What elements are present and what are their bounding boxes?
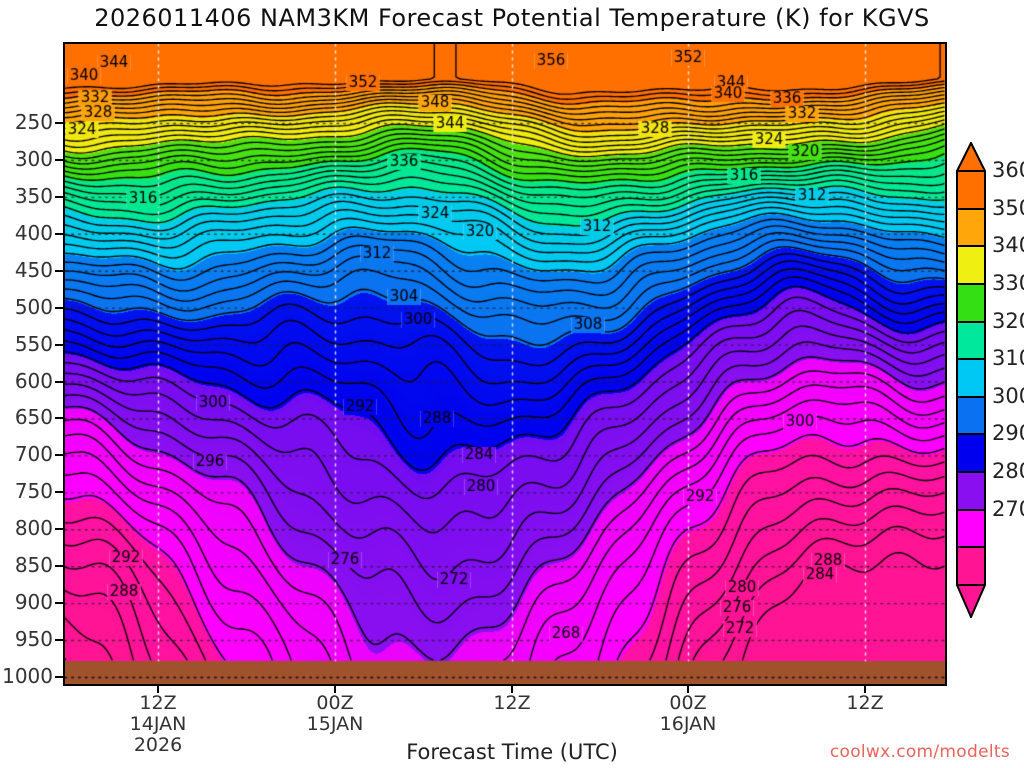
y-axis-tick-label: 450 [14, 257, 53, 282]
colorbar-segment [958, 284, 984, 323]
y-axis-tick-mark [55, 232, 63, 235]
y-axis-tick-label: 350 [14, 183, 53, 208]
colorbar-segment [958, 247, 984, 285]
y-axis-tick-mark [55, 269, 63, 272]
colorbar-segment [958, 510, 984, 549]
colorbar-tick-label: 320 [992, 308, 1024, 333]
colorbar-high-arrow [955, 140, 987, 172]
x-axis-tick-line-time: 00Z [669, 692, 707, 714]
x-axis-tick-line-time: 12Z [139, 692, 177, 714]
y-axis-tick-mark [55, 417, 63, 420]
y-axis-tick-label: 1000 [2, 664, 53, 688]
y-axis-tick-mark [55, 343, 63, 346]
credit-watermark: coolwx.com/modelts [829, 742, 1010, 762]
colorbar-segment [958, 548, 984, 586]
plot-area [63, 42, 947, 686]
colorbar-segment [958, 209, 984, 248]
y-axis-tick-mark [55, 676, 63, 678]
y-axis-tick-mark [55, 602, 63, 605]
x-axis-tick-label: 00Z 16JAN [618, 693, 758, 735]
colorbar-tick-label: 330 [992, 270, 1024, 295]
colorbar-tick-label: 350 [992, 195, 1024, 220]
colorbar-legend: 360 350 340 330 320 310 300 290 280 270 [955, 140, 1024, 620]
y-axis-tick-mark [55, 454, 63, 457]
y-axis-tick-label: 850 [14, 553, 53, 578]
colorbar-tick-label: 360 [992, 158, 1024, 182]
colorbar-body [956, 170, 986, 586]
colorbar-segment [958, 360, 984, 398]
y-axis-tick-label: 900 [14, 590, 53, 615]
page-title: 2026011406 NAM3KM Forecast Potential Tem… [94, 4, 930, 32]
colorbar-low-arrow [955, 584, 987, 620]
x-axis-tick-line-date: 15JAN [306, 713, 364, 735]
y-axis-tick-label: 750 [14, 479, 53, 504]
y-axis-tick-mark [55, 491, 63, 494]
contour-plot-canvas [65, 44, 945, 684]
y-axis-tick-mark [55, 158, 63, 161]
y-axis-tick-mark [55, 565, 63, 568]
x-axis-tick-line-date: 14JAN [129, 713, 187, 735]
y-axis-tick-mark [55, 306, 63, 309]
x-axis-tick-line-time: 00Z [316, 692, 354, 714]
colorbar-tick-label: 290 [992, 421, 1024, 446]
colorbar-segment [958, 172, 984, 210]
x-axis-tick-label: 00Z 15JAN [265, 693, 405, 735]
colorbar-segment [958, 473, 984, 511]
y-axis-tick-label: 600 [14, 368, 53, 393]
y-axis-tick-label: 500 [14, 294, 53, 319]
colorbar-segment [958, 322, 984, 361]
y-axis-tick-label: 300 [14, 146, 53, 171]
y-axis-tick-mark [55, 195, 63, 198]
colorbar-tick-label: 270 [992, 496, 1024, 521]
colorbar-tick-label: 300 [992, 383, 1024, 408]
x-axis-tick-line-time: 12Z [493, 692, 531, 714]
y-axis-tick-label: 700 [14, 442, 53, 467]
y-axis-tick-label: 800 [14, 516, 53, 541]
y-axis-tick-label: 650 [14, 405, 53, 430]
colorbar-tick-label: 280 [992, 459, 1024, 484]
y-axis-tick-label: 400 [14, 220, 53, 245]
x-axis-tick-label: 12Z [442, 693, 582, 714]
y-axis-tick-label: 950 [14, 627, 53, 652]
y-axis-tick-label: 550 [14, 331, 53, 356]
y-axis-tick-mark [55, 528, 63, 531]
x-axis-tick-line-date: 16JAN [659, 713, 717, 735]
colorbar-segment [958, 435, 984, 473]
colorbar-segment [958, 397, 984, 436]
x-axis-title: Forecast Time (UTC) [406, 740, 618, 764]
colorbar-tick-label: 310 [992, 346, 1024, 371]
y-axis-tick-mark [55, 380, 63, 383]
colorbar-tick-label: 340 [992, 233, 1024, 258]
y-axis-tick-label: 250 [14, 110, 53, 134]
x-axis-tick-label: 12Z [795, 693, 935, 714]
y-axis: 250 300 350 400 450 500 550 600 650 700 750 800 850 9… [0, 0, 63, 768]
y-axis-tick-mark [55, 639, 63, 642]
x-axis-tick-line-time: 12Z [846, 692, 884, 714]
y-axis-tick-mark [55, 122, 63, 124]
